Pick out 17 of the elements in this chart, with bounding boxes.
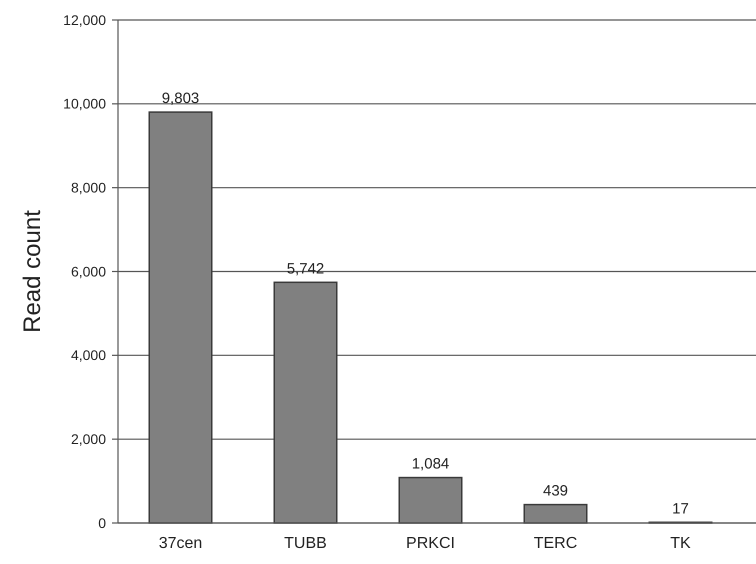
x-tick-label: 37cen [158, 535, 202, 552]
y-tick-label: 4,000 [70, 347, 106, 364]
y-axis-title: Read count [19, 210, 46, 333]
x-tick-label: TK [670, 535, 692, 552]
data-label: 439 [542, 482, 568, 500]
y-tick-label: 8,000 [70, 180, 106, 196]
y-tick-label: 0 [98, 514, 106, 531]
data-label: 17 [672, 500, 689, 518]
data-label: 1,084 [412, 456, 450, 473]
x-tick-label: TUBB [284, 535, 327, 552]
y-tick-label: 12,000 [63, 12, 106, 28]
x-tick-label: PRKCI [406, 535, 455, 552]
y-tick-label: 2,000 [70, 431, 106, 448]
data-label: 9,803 [162, 90, 200, 108]
y-tick-label: 10,000 [63, 96, 106, 112]
y-tick-label: 6,000 [70, 263, 106, 280]
x-tick-label: TERC [534, 535, 578, 552]
